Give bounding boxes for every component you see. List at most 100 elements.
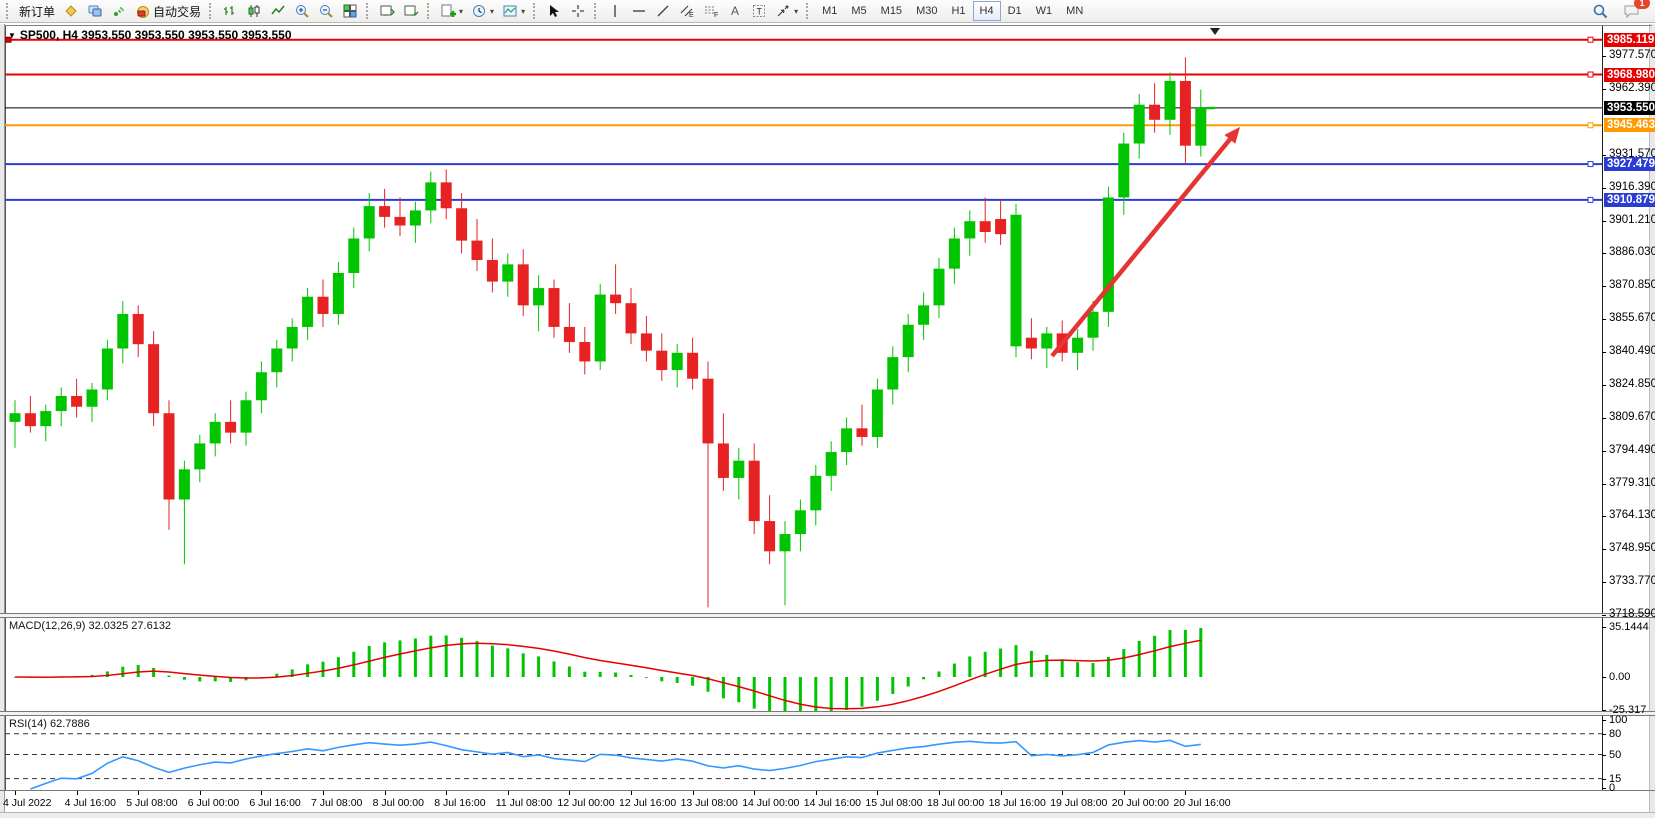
time-label: 4 Jul 16:00 <box>64 797 116 809</box>
terminal-button[interactable] <box>83 0 107 22</box>
tile-windows-icon <box>342 3 358 19</box>
cursor-icon <box>546 3 562 19</box>
price-line-anchor[interactable] <box>1587 161 1594 168</box>
tf-D1-button[interactable]: D1 <box>1007 5 1022 17</box>
rsi-splitter[interactable] <box>0 711 1655 716</box>
macd-bar <box>1168 629 1172 677</box>
text-icon: A <box>727 3 743 19</box>
rsi-axis-tick <box>1602 778 1606 780</box>
arrows-icon <box>775 3 791 19</box>
search-button[interactable] <box>1588 0 1613 22</box>
vertical-line-button[interactable] <box>603 0 627 22</box>
candle <box>409 201 421 243</box>
price-line-anchor[interactable] <box>5 36 12 43</box>
trendline-button[interactable] <box>651 0 675 22</box>
horizontal-line-button[interactable] <box>627 0 651 22</box>
toolbar-grip[interactable] <box>6 3 11 19</box>
toolbar-grip[interactable] <box>533 3 538 19</box>
toolbar-grip[interactable] <box>427 3 432 19</box>
macd-bar <box>213 677 217 682</box>
notifications-button[interactable]: 1 <box>1619 0 1650 22</box>
templates-button[interactable]: ▾ <box>498 0 529 22</box>
price-line-anchor[interactable] <box>1587 196 1594 203</box>
zoom-in-button[interactable] <box>290 0 314 22</box>
label-tool-button[interactable]: T <box>747 0 771 22</box>
price-line-anchor[interactable] <box>1587 71 1594 78</box>
bar-chart-mode-button[interactable] <box>218 0 242 22</box>
crosshair-button[interactable] <box>566 0 590 22</box>
candle <box>794 499 806 552</box>
candle <box>456 193 468 254</box>
macd-bar <box>983 651 987 677</box>
tf-W1-button[interactable]: W1 <box>1035 5 1053 17</box>
tf-M5-button[interactable]: M5 <box>851 5 867 17</box>
time-tick <box>323 791 324 795</box>
candle <box>1010 203 1022 358</box>
toolbar-grip[interactable] <box>209 3 214 19</box>
zoom-out-button[interactable] <box>314 0 338 22</box>
arrows-tool-button[interactable]: ▾ <box>771 0 802 22</box>
price-line-anchor[interactable] <box>1587 36 1594 43</box>
autotrading-toggle[interactable]: 自动交易 <box>131 0 205 22</box>
toolbar-grip[interactable] <box>806 3 811 19</box>
cascade-button[interactable] <box>399 0 423 22</box>
signals-button[interactable] <box>107 0 131 22</box>
price-tick-label: 3870.850 <box>1609 279 1655 292</box>
chart-title-text: SP500, H4 3953.550 3953.550 3953.550 395… <box>19 28 292 42</box>
tf-H1-button[interactable]: H1 <box>951 5 966 17</box>
tf-M1-button[interactable]: M1 <box>822 5 838 17</box>
chevron-down-icon: ▾ <box>490 6 495 16</box>
macd-bar <box>1137 640 1141 677</box>
fibonacci-button[interactable]: F <box>699 0 723 22</box>
price-tick-label: 3916.390 <box>1609 180 1655 193</box>
candle <box>871 378 883 448</box>
macd-bar <box>614 672 618 677</box>
toolbar-grip[interactable] <box>366 3 371 19</box>
candle <box>1164 72 1176 135</box>
macd-bar <box>167 675 171 677</box>
macd-splitter[interactable] <box>0 613 1655 618</box>
macd-bar <box>506 648 510 677</box>
macd-axis-tick <box>1602 677 1606 678</box>
tile-windows-button[interactable] <box>338 0 362 22</box>
candle <box>717 413 729 491</box>
shift-marker-icon[interactable] <box>1210 28 1220 35</box>
horizontal-line-icon <box>631 3 647 19</box>
chart-area[interactable] <box>5 26 1602 614</box>
periods-button[interactable]: ▾ <box>467 0 498 22</box>
price-tick-label: 3901.210 <box>1609 213 1655 226</box>
equidistant-channel-button[interactable]: E <box>675 0 699 22</box>
macd-bar <box>336 657 340 677</box>
chart-dropdown-icon[interactable]: ▼ <box>8 30 16 40</box>
candle <box>132 305 144 358</box>
indicators-button[interactable]: ▾ <box>436 0 467 22</box>
candle <box>379 188 391 228</box>
chevron-down-icon: ▾ <box>794 6 799 16</box>
chart-profile-button[interactable] <box>59 0 83 22</box>
cursor-button[interactable] <box>542 0 566 22</box>
text-tool-button[interactable]: A <box>723 0 747 22</box>
price-tick-label: 3764.130 <box>1609 509 1655 522</box>
new-order-button[interactable]: 新订单 <box>19 4 56 19</box>
macd-bar <box>814 677 818 711</box>
macd-bar <box>444 635 448 677</box>
line-chart-mode-button[interactable] <box>266 0 290 22</box>
price-tick <box>1602 582 1606 583</box>
price-line-anchor[interactable] <box>1587 122 1594 129</box>
rsi-axis-label: 100 <box>1609 714 1628 726</box>
macd-bar <box>105 671 109 677</box>
trendline-icon <box>655 3 671 19</box>
auto-arrange-button[interactable] <box>375 0 399 22</box>
autotrading-label: 自动交易 <box>153 4 202 19</box>
tf-M15-button[interactable]: M15 <box>880 5 903 17</box>
tf-H4-button[interactable]: H4 <box>972 1 1001 21</box>
candle <box>286 318 298 362</box>
tf-M30-button[interactable]: M30 <box>916 5 938 17</box>
toolbar-grip[interactable] <box>594 3 599 19</box>
candlestick-mode-button[interactable] <box>242 0 266 22</box>
trend-arrow[interactable] <box>1050 134 1235 358</box>
tf-MN-button[interactable]: MN <box>1066 5 1084 17</box>
price-tick <box>1602 155 1606 157</box>
price-tick-label: 3840.490 <box>1609 344 1655 357</box>
chevron-down-icon: ▾ <box>459 6 464 16</box>
